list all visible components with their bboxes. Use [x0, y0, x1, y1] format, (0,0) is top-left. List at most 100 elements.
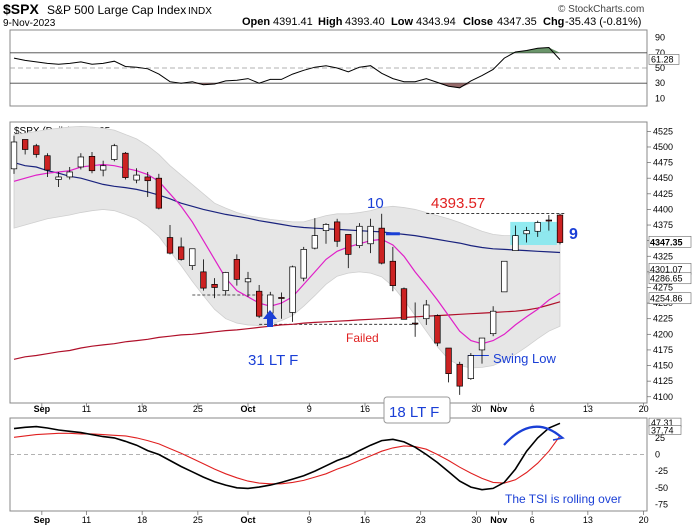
candle-body: [166, 237, 174, 254]
tsi-signal-line: [13, 432, 561, 485]
x-tick-label-bottom: 6: [530, 515, 535, 525]
tsi-signal-value-label: 37.74: [651, 425, 674, 435]
x-tick-label: 18: [137, 404, 147, 414]
candle-body: [378, 227, 385, 264]
price-value-box: [648, 235, 692, 248]
candle: [200, 259, 207, 291]
candle: [356, 223, 363, 249]
candle-body: [445, 347, 452, 375]
x-tick-label-bottom: 13: [583, 515, 593, 525]
rsi-overbought-fill: [504, 47, 560, 53]
candle-body: [66, 171, 73, 178]
candle: [489, 306, 497, 337]
x-tick-label-bottom: 18: [137, 515, 147, 525]
candle-body: [267, 294, 274, 314]
candle: [501, 260, 508, 293]
price-value-label: 4286.65: [650, 274, 683, 284]
x-tick-label: Sep: [34, 404, 51, 414]
candle: [155, 173, 163, 210]
candle-body: [423, 304, 430, 320]
exchange: INDX: [188, 6, 212, 17]
candle: [512, 225, 519, 251]
rsi-value-label: 61.28: [651, 54, 674, 64]
candle-body: [133, 174, 140, 181]
price-tick-label: 4475: [653, 158, 673, 168]
open-label: Open: [242, 16, 270, 28]
index-name: S&P 500 Large Cap Index: [47, 3, 186, 17]
candle: [244, 271, 252, 297]
x-tick-label: 13: [583, 404, 593, 414]
candle-body: [512, 235, 519, 251]
tsi-panel-frame: [9, 417, 648, 512]
now-count-label: 9: [569, 226, 578, 243]
candle-body: [99, 165, 107, 171]
low-label: Low: [391, 16, 413, 28]
price-tick-label: 4150: [653, 361, 673, 371]
price-tick-label: 4200: [653, 329, 673, 339]
candle-body: [322, 224, 330, 232]
candle-body: [456, 363, 463, 387]
candle: [378, 213, 385, 265]
close-value: 4347.35: [497, 16, 537, 28]
annotations: 10 4393.57 9 Failed 31 LT F 18 LT F Swin…: [248, 195, 622, 506]
rsi-panel-frame: [9, 29, 648, 107]
candle: [534, 220, 541, 237]
x-tick-label-bottom: 30: [471, 515, 481, 525]
symbol: $SPX: [3, 1, 39, 17]
x-tick-label: Nov: [490, 404, 507, 414]
price-value-label: 4254.86: [650, 294, 683, 304]
candle: [111, 143, 118, 162]
tsi-note-label: The TSI is rolling over: [505, 492, 622, 506]
candle: [33, 143, 40, 158]
ma-line-1: [13, 162, 561, 254]
candle-body: [211, 284, 218, 288]
candle-body: [144, 176, 151, 182]
rsi-tick-label: 30: [655, 78, 665, 88]
candle: [411, 302, 419, 337]
candle: [255, 284, 263, 319]
candle: [21, 139, 29, 155]
x-tick-label-bottom: Nov: [490, 515, 507, 525]
x-tick-label: Oct: [240, 404, 255, 414]
candle: [345, 234, 352, 269]
lt31-label: 31 LT F: [248, 352, 298, 369]
candle: [289, 265, 296, 322]
candle: [367, 218, 374, 254]
candle: [478, 337, 486, 364]
candle: [133, 168, 140, 184]
candle: [88, 151, 96, 174]
price-tick-label: 4450: [653, 173, 673, 183]
tsi-tick-label: 25: [655, 433, 665, 443]
price-tick-label: 4375: [653, 220, 673, 230]
price-tick-label: 4525: [653, 126, 673, 136]
tsi-tick-label: -50: [655, 483, 668, 493]
x-tick-label: 6: [530, 404, 535, 414]
candle-body: [55, 176, 62, 180]
candle: [66, 166, 73, 180]
candle: [55, 171, 62, 187]
candle: [333, 218, 341, 247]
x-tick-label-bottom: 25: [193, 515, 203, 525]
rsi-panel: [10, 46, 647, 89]
candle-body: [177, 246, 185, 260]
candle-body: [10, 141, 18, 170]
candle: [434, 314, 441, 347]
high-value: 4393.40: [345, 16, 385, 28]
candle-body: [489, 310, 497, 335]
price-value-label: 4347.35: [650, 237, 683, 247]
candle: [456, 361, 463, 395]
candle: [44, 153, 51, 177]
price-tick-label: 4325: [653, 251, 673, 261]
candle: [122, 151, 129, 180]
x-tick-label: 9: [307, 404, 312, 414]
price-tick-label: 4275: [653, 282, 673, 292]
candle-body: [21, 139, 29, 150]
candle-body: [345, 234, 352, 255]
rsi-tick-label: 90: [655, 33, 665, 43]
rsi-value-box: [648, 54, 680, 65]
candle-body: [501, 260, 508, 293]
candle-body: [278, 297, 285, 299]
candle: [166, 225, 174, 255]
